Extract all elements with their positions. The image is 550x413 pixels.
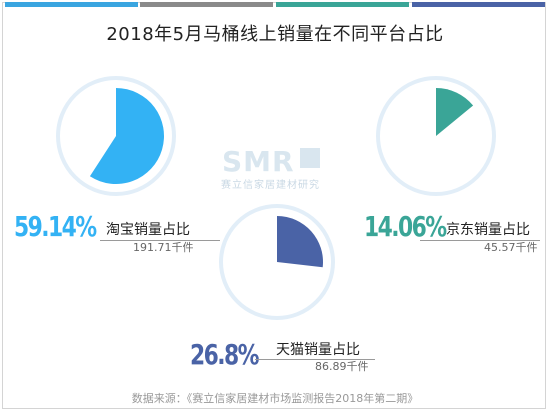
jingdong-label: 京东销量占比 <box>446 222 530 238</box>
pie-slice-tmall <box>277 216 323 268</box>
data-source: 数据来源：《赛立信家居建材市场监测报告2018年第二期》 <box>131 392 419 405</box>
tmall-underline <box>255 359 375 360</box>
pie-ring-jingdong <box>376 76 496 196</box>
top-bar-4 <box>412 2 545 7</box>
taobao-percent: 59.14% <box>14 210 97 243</box>
watermark-text: 赛立信家居建材研究 <box>221 180 320 191</box>
tmall-percent: 26.8% <box>190 338 260 371</box>
chart-title: 2018年5月马桶线上销量在不同平台占比 <box>106 24 444 45</box>
taobao-label: 淘宝销量占比 <box>106 222 190 238</box>
top-bar-1 <box>5 2 138 7</box>
taobao-value: 191.71千件 <box>133 241 194 254</box>
jingdong-percent: 14.06% <box>364 210 447 243</box>
top-bar-2 <box>140 2 273 7</box>
chart-frame <box>2 2 546 409</box>
tmall-value: 86.89千件 <box>315 360 369 373</box>
pie-slice-taobao <box>89 88 165 184</box>
pie-slice-jingdong <box>436 88 474 136</box>
taobao-underline <box>100 240 220 241</box>
pie-ring-taobao <box>56 76 176 196</box>
jingdong-underline <box>420 240 540 241</box>
top-bar-3 <box>276 2 409 7</box>
jingdong-value: 45.57千件 <box>484 241 538 254</box>
tmall-label: 天猫销量占比 <box>276 342 360 358</box>
pie-ring-tmall <box>219 204 335 320</box>
watermark-logo: SMR <box>222 145 295 178</box>
watermark-box <box>300 148 320 168</box>
